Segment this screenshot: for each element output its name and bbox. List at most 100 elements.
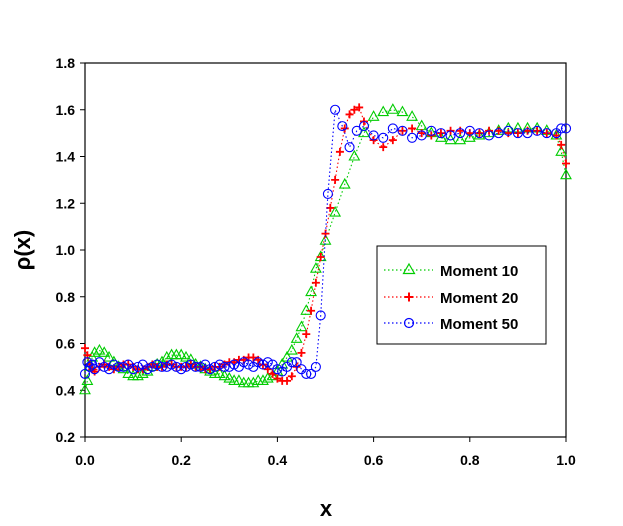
legend-label-moment-10: Moment 10	[440, 263, 518, 280]
data-point-moment-50	[195, 361, 206, 372]
x-tick-label: 0.4	[268, 452, 288, 468]
data-point-moment-10	[560, 168, 572, 180]
data-point-moment-50	[82, 357, 93, 368]
y-tick-label: 1.4	[56, 149, 76, 165]
data-point-moment-10	[93, 343, 106, 355]
y-tick-label: 0.6	[56, 336, 76, 352]
x-tick-label: 0.6	[364, 452, 384, 468]
data-point-moment-20	[542, 129, 551, 138]
data-point-moment-50	[522, 128, 533, 139]
data-point-moment-20	[307, 306, 316, 315]
data-point-moment-10	[463, 131, 476, 142]
data-point-moment-50	[351, 125, 362, 136]
data-point-moment-50	[368, 130, 379, 141]
data-point-moment-20	[302, 330, 311, 339]
data-point-moment-50	[306, 368, 317, 379]
data-point-moment-50	[426, 125, 437, 136]
data-point-moment-50	[166, 359, 177, 370]
data-point-moment-50	[243, 359, 254, 370]
data-point-moment-20	[81, 344, 89, 353]
data-point-moment-50	[253, 357, 264, 368]
data-point-moment-50	[108, 359, 119, 370]
legend-box	[376, 245, 547, 345]
data-point-moment-10	[348, 149, 361, 161]
data-point-moment-50	[87, 359, 98, 370]
data-point-moment-50	[161, 361, 172, 372]
data-point-moment-50	[407, 132, 418, 143]
y-tick-label: 0.4	[56, 382, 76, 398]
data-point-moment-50	[416, 130, 427, 141]
data-point-moment-50	[214, 359, 225, 370]
data-point-moment-50	[229, 359, 240, 370]
data-point-moment-10	[218, 369, 231, 381]
data-point-moment-50	[272, 364, 283, 375]
data-point-moment-10	[131, 369, 144, 381]
y-tick-label: 0.2	[56, 429, 76, 445]
data-point-moment-10	[473, 128, 486, 140]
data-point-moment-50	[219, 361, 230, 372]
data-point-moment-10	[290, 332, 303, 343]
data-point-moment-10	[247, 376, 260, 388]
data-point-moment-50	[176, 364, 187, 375]
data-point-moment-10	[338, 177, 351, 189]
data-point-moment-20	[494, 126, 503, 135]
data-point-moment-20	[345, 110, 354, 119]
data-point-moment-50	[512, 128, 523, 139]
data-point-moment-20	[475, 129, 484, 138]
data-point-moment-50	[387, 123, 398, 134]
data-point-moment-20	[316, 253, 325, 262]
data-point-moment-10	[213, 367, 226, 378]
data-point-moment-20	[355, 103, 364, 112]
data-point-moment-50	[79, 368, 91, 379]
data-point-moment-50	[560, 123, 572, 134]
legend-entry-moment-10: Moment 10	[384, 262, 518, 280]
y-tick-label: 0.8	[56, 289, 76, 305]
data-point-moment-10	[300, 304, 313, 315]
data-point-moment-10	[454, 133, 467, 145]
legend-label-moment-20: Moment 20	[440, 290, 518, 307]
data-point-moment-20	[273, 374, 282, 383]
data-point-moment-20	[436, 129, 445, 138]
data-point-moment-50	[238, 357, 249, 368]
y-tick-label: 1.6	[56, 102, 76, 118]
data-point-moment-50	[483, 130, 495, 141]
data-point-moment-50	[286, 357, 297, 368]
data-point-moment-50	[435, 128, 446, 139]
data-point-moment-50	[322, 188, 333, 199]
data-point-moment-10	[180, 350, 192, 362]
data-point-moment-20	[331, 175, 340, 184]
series-moment-50	[79, 104, 572, 379]
data-point-moment-50	[190, 361, 201, 372]
data-point-moment-50	[171, 361, 182, 372]
data-point-moment-10	[257, 374, 269, 385]
data-point-moment-10	[285, 343, 298, 355]
data-point-moment-20	[311, 278, 320, 287]
data-point-moment-50	[185, 359, 196, 370]
data-point-moment-50	[152, 359, 163, 370]
data-point-moment-50	[556, 123, 567, 134]
data-point-moment-10	[232, 374, 245, 385]
y-axis-title: ρ(x)	[10, 230, 35, 271]
data-point-moment-50	[455, 128, 466, 139]
data-point-moment-10	[103, 350, 115, 362]
data-point-moment-50	[224, 361, 235, 372]
data-point-moment-10	[305, 285, 318, 297]
data-point-moment-10	[261, 371, 274, 383]
circle-icon	[403, 317, 415, 329]
data-point-moment-20	[379, 143, 388, 152]
y-tick-label: 1.0	[56, 242, 76, 258]
x-axis-title: x	[320, 496, 333, 521]
y-tick-label: 1.2	[56, 195, 76, 211]
data-point-moment-50	[310, 361, 321, 372]
data-point-moment-50	[291, 357, 302, 368]
data-point-moment-50	[445, 130, 456, 141]
data-point-moment-50	[358, 121, 370, 132]
data-point-moment-10	[329, 205, 342, 217]
data-point-moment-10	[367, 110, 380, 121]
x-tick-label: 0.0	[75, 452, 95, 468]
data-point-moment-50	[132, 361, 143, 372]
data-point-moment-10	[88, 346, 101, 357]
data-point-moment-20	[283, 376, 292, 385]
data-point-moment-20	[350, 105, 359, 114]
